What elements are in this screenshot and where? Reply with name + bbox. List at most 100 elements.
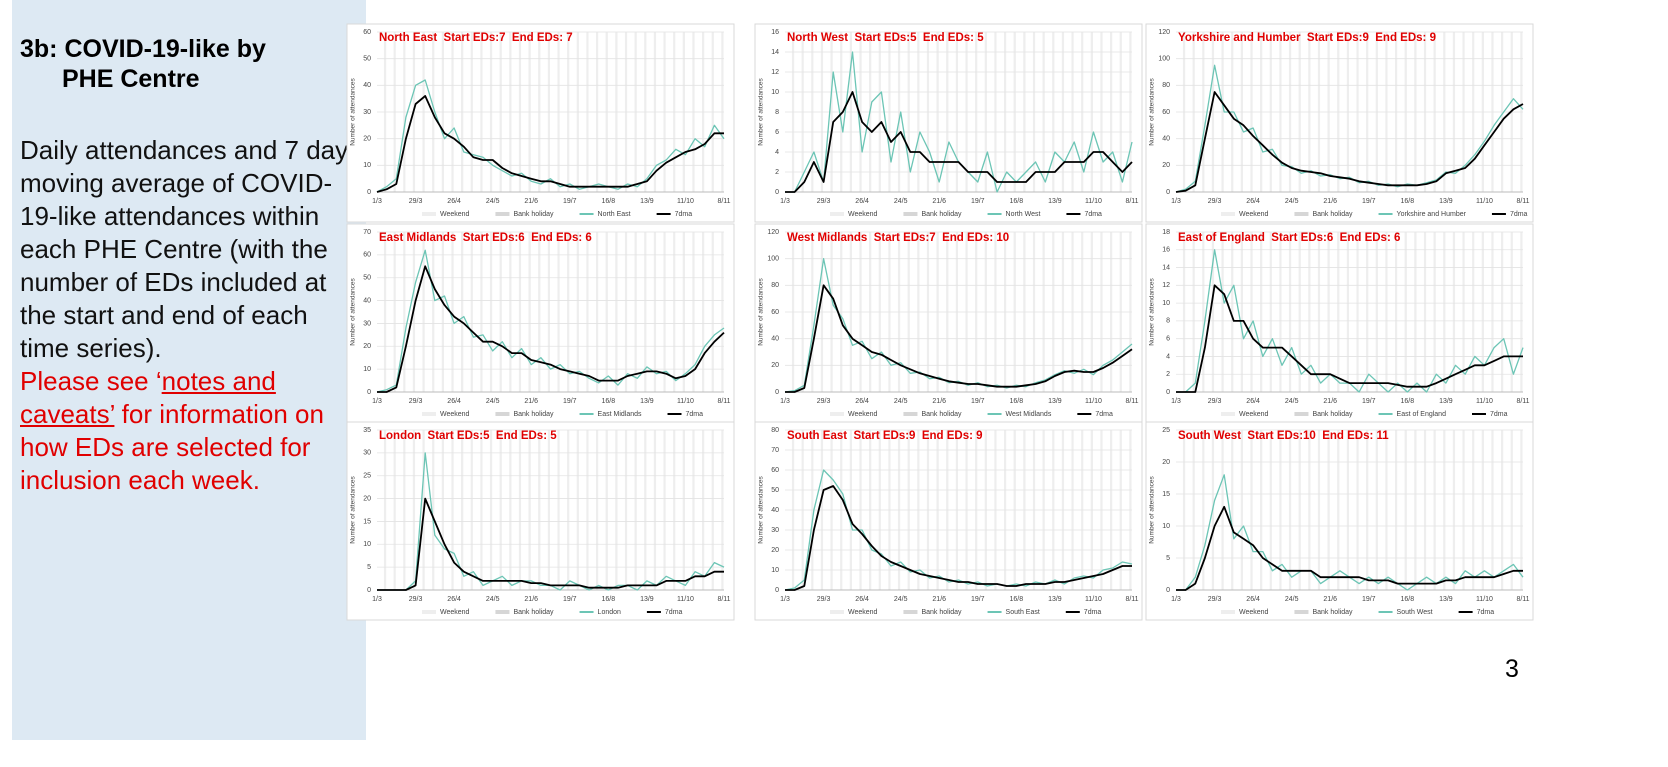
series-line	[377, 265, 725, 393]
weekend-stripe	[1346, 430, 1350, 590]
weekend-stripe	[702, 430, 705, 590]
chart-frame	[754, 421, 1143, 621]
y-axis-label: Number of attendances	[350, 277, 357, 345]
y-tick-label: 14	[1162, 264, 1170, 271]
weekend-stripe	[1385, 430, 1388, 590]
y-tick-label: 10	[771, 89, 779, 96]
weekend-stripe	[663, 232, 666, 392]
weekend-stripe	[1414, 232, 1417, 392]
legend-label: 7dma	[675, 211, 693, 218]
y-tick-label: 40	[771, 336, 779, 343]
x-tick-label: 1/3	[780, 398, 790, 405]
x-tick-label: 29/3	[1208, 398, 1222, 405]
series-line	[784, 469, 1133, 591]
weekend-stripe	[480, 430, 483, 590]
series-line	[376, 79, 725, 193]
weekend-stripe	[1356, 430, 1359, 590]
weekend-stripe	[1491, 430, 1494, 590]
legend-label: Weekend	[848, 609, 878, 616]
legend-swatch	[422, 212, 436, 216]
x-tick-label: 29/3	[409, 198, 423, 205]
y-tick-label: 10	[1162, 300, 1170, 307]
weekend-stripe	[1452, 430, 1456, 590]
chart-panel: 0 20 40 60 80 100 120 1/3 29/3 26/4 24/5 21/6 19/7 16…	[754, 223, 1143, 423]
chart-panel: 0 10 20 30 40 50 60 70 80 1/3 29/3 26/4 24/5 21/6 19/7…	[754, 421, 1143, 621]
legend-label: London	[598, 609, 621, 616]
x-tick-label: 24/5	[486, 398, 500, 405]
legend-label: North East	[598, 211, 631, 218]
legend-swatch	[495, 610, 510, 614]
x-tick-label: 16/8	[1010, 596, 1024, 603]
x-tick-label: 16/8	[602, 198, 616, 205]
weekend-stripe	[1269, 232, 1272, 392]
weekend-stripe	[1481, 232, 1484, 392]
y-tick-label: 40	[1162, 136, 1170, 143]
weekend-stripe	[461, 232, 464, 392]
x-tick-label: 11/10	[1085, 596, 1102, 603]
weekend-stripe	[383, 430, 387, 590]
x-tick-label: 21/6	[932, 596, 946, 603]
weekend-stripe	[1394, 232, 1398, 392]
weekend-stripe	[509, 430, 512, 590]
series-line	[376, 249, 725, 393]
legend-label: Bank holiday	[513, 609, 554, 616]
x-tick-label: 21/6	[524, 198, 538, 205]
y-tick-label: 40	[363, 297, 371, 304]
weekend-stripe	[1298, 232, 1301, 392]
weekend-stripe	[1288, 430, 1292, 590]
legend-label: South East	[1006, 609, 1040, 616]
x-tick-label: 19/7	[1362, 398, 1376, 405]
x-tick-label: 24/5	[486, 198, 500, 205]
x-tick-label: 8/11	[1516, 398, 1529, 405]
sidebar: 3b: COVID-19-like by PHE Centre Daily at…	[12, 0, 366, 740]
x-tick-label: 8/11	[1125, 596, 1138, 603]
series-line	[377, 497, 724, 591]
weekend-stripe	[451, 232, 454, 392]
x-tick-label: 8/11	[717, 398, 730, 405]
weekend-stripe	[1501, 430, 1504, 590]
weekend-stripe	[721, 232, 724, 392]
x-tick-label: 29/3	[817, 198, 831, 205]
x-tick-label: 29/3	[817, 398, 831, 405]
y-tick-label: 100	[1158, 56, 1170, 63]
x-tick-label: 26/4	[1246, 398, 1260, 405]
weekend-stripe	[595, 232, 599, 392]
series-line	[784, 258, 1133, 393]
weekend-stripe	[673, 232, 676, 392]
weekend-stripe	[1192, 232, 1195, 392]
x-tick-label: 1/3	[372, 596, 382, 603]
weekend-stripe	[1462, 232, 1465, 392]
weekend-stripe	[1240, 430, 1243, 590]
weekend-stripe	[1404, 232, 1407, 392]
y-tick-label: 14	[771, 49, 779, 56]
x-tick-label: 24/5	[486, 596, 500, 603]
legend-swatch	[495, 212, 510, 216]
y-tick-label: 20	[1162, 459, 1170, 466]
legend-label: 7dma	[1510, 211, 1528, 218]
weekend-stripe	[1202, 430, 1205, 590]
y-tick-label: 35	[363, 427, 371, 434]
body-text: Daily attendances and 7 day moving avera…	[20, 135, 349, 363]
y-tick-label: 16	[1162, 247, 1170, 254]
weekend-stripe	[432, 232, 435, 392]
weekend-stripe	[576, 430, 579, 590]
x-tick-label: 24/5	[1285, 198, 1299, 205]
legend-swatch	[1221, 412, 1235, 416]
x-tick-label: 1/3	[1171, 596, 1181, 603]
weekend-stripe	[1501, 232, 1504, 392]
weekend-stripe	[605, 430, 608, 590]
weekend-stripe	[1375, 430, 1378, 590]
chart-panel: 0 20 40 60 80 100 120 1/3 29/3 26/4 24/5 21/6 19/7 16…	[1145, 23, 1534, 223]
y-tick-label: 0	[367, 189, 371, 196]
x-tick-label: 29/3	[409, 596, 423, 603]
weekend-stripe	[538, 232, 541, 392]
legend-swatch	[830, 610, 844, 614]
y-tick-label: 8	[1166, 318, 1170, 325]
weekend-stripe	[1491, 232, 1494, 392]
chart-title: East Midlands Start EDs:6 End EDs: 6	[379, 232, 592, 244]
heading-line: PHE Centre	[62, 65, 200, 93]
notes-link[interactable]: notes and caveats’	[20, 366, 276, 429]
x-tick-label: 26/4	[855, 398, 869, 405]
legend-label: South West	[1397, 609, 1433, 616]
x-tick-label: 13/9	[1439, 596, 1453, 603]
